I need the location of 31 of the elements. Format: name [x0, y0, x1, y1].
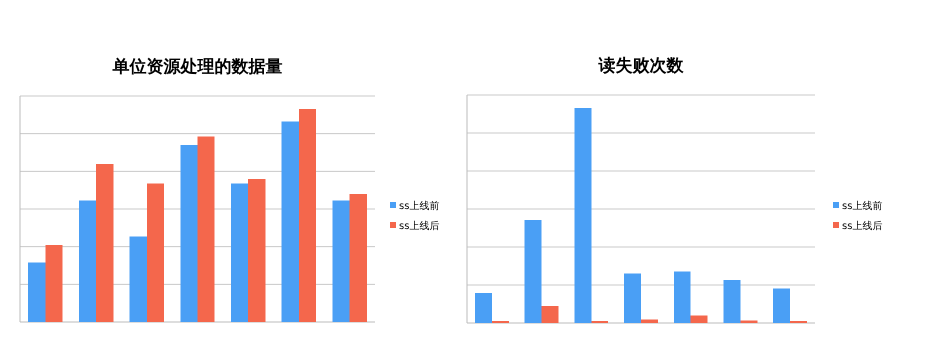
bar [298, 108, 316, 322]
bar [773, 288, 790, 323]
bar [474, 292, 492, 323]
chart-title: 单位资源处理的数据量 [112, 57, 282, 77]
bar [146, 183, 164, 322]
bar [78, 200, 96, 322]
bar [524, 220, 542, 323]
bar [198, 136, 215, 322]
bar [282, 122, 299, 322]
legend-label: ss上线前 [842, 200, 882, 212]
bar [641, 320, 658, 323]
bar [28, 262, 46, 322]
bar [350, 194, 367, 322]
legend-label: ss上线后 [842, 220, 882, 232]
bar [130, 236, 147, 322]
legend-label: ss上线前 [399, 200, 440, 212]
bar [180, 145, 198, 322]
bar [332, 200, 350, 322]
bar [574, 108, 592, 323]
bar [690, 316, 708, 323]
bar [740, 320, 758, 323]
bar [674, 271, 691, 323]
bar [624, 274, 641, 323]
bar [230, 183, 248, 322]
bar [542, 306, 558, 323]
bar [96, 164, 114, 322]
bar [248, 179, 266, 322]
legend-label: ss上线后 [399, 220, 440, 232]
chart-title: 读失败次数 [598, 56, 684, 76]
bar [45, 245, 63, 322]
bar [724, 280, 740, 323]
